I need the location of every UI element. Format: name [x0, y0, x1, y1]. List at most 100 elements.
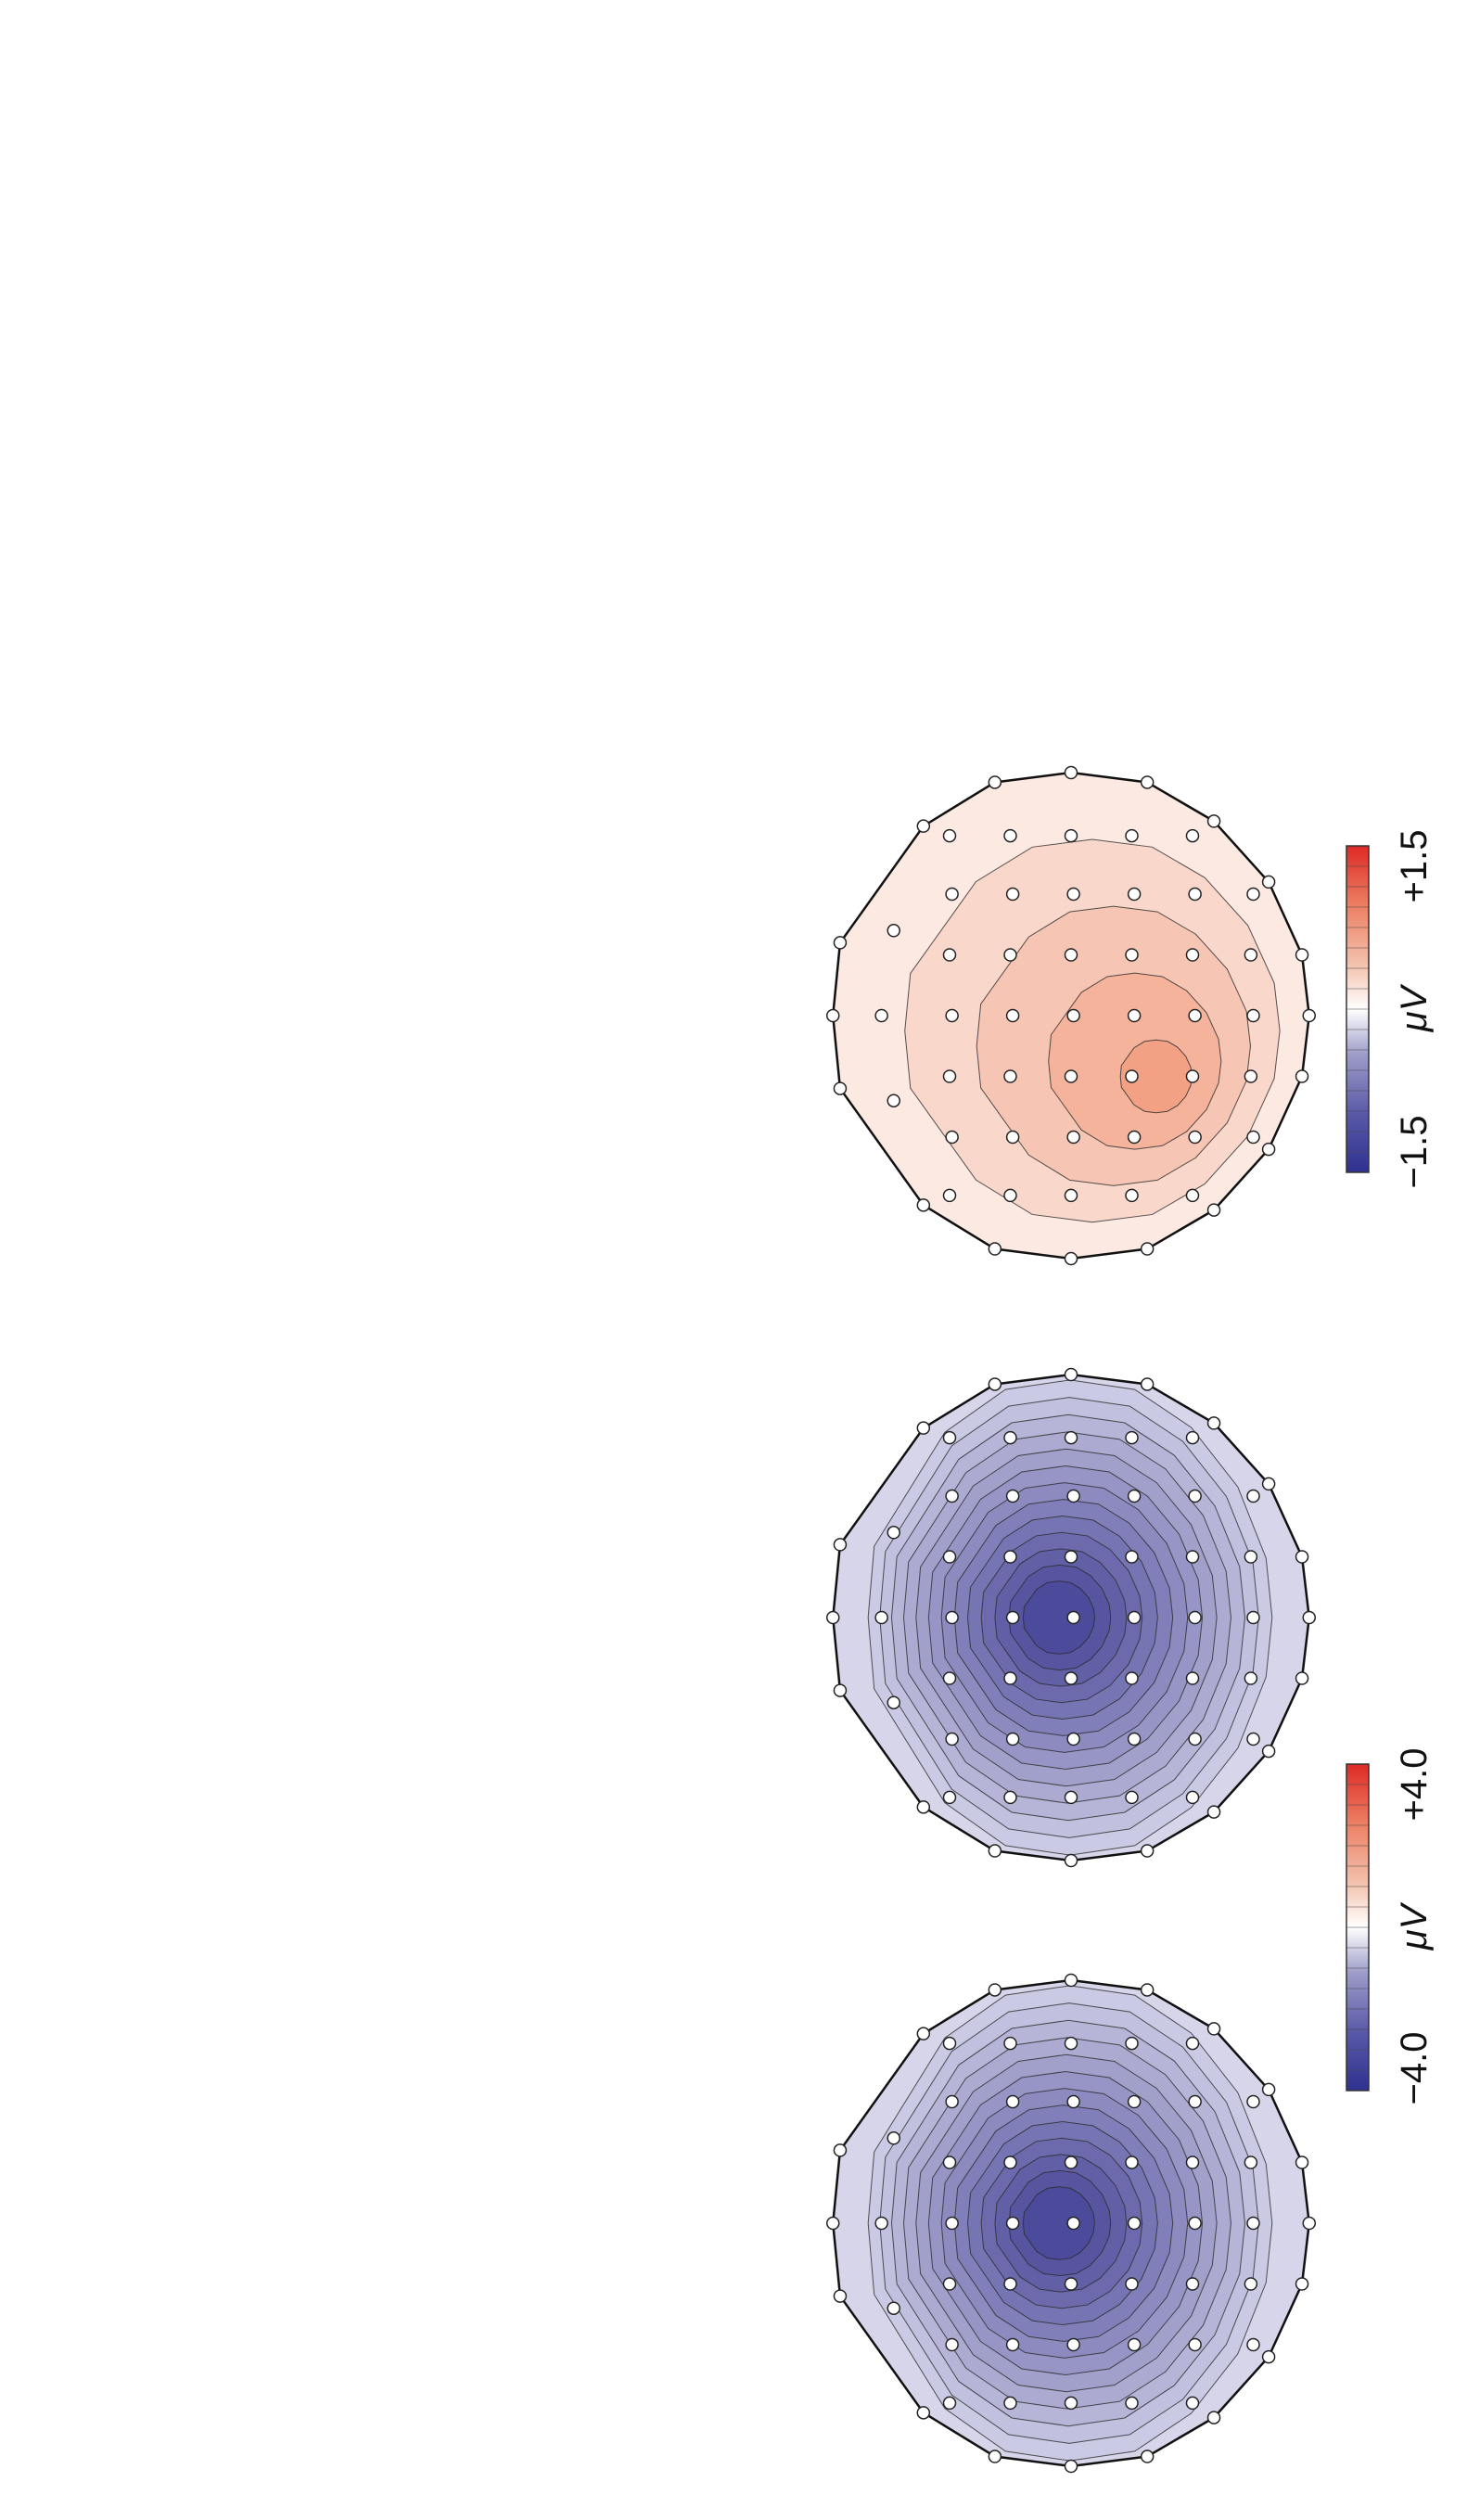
- electrode-marker: [1246, 1130, 1260, 1145]
- electrode-marker: [1206, 1416, 1221, 1430]
- electrode-marker: [1188, 2216, 1202, 2231]
- electrode-marker: [942, 2277, 957, 2291]
- electrode-marker: [1188, 2094, 1202, 2109]
- electrode-marker: [945, 1130, 959, 1145]
- electrode-marker: [1064, 2459, 1078, 2474]
- colorbar-right-ticks: [1346, 865, 1369, 1153]
- electrode-marker: [1005, 2216, 1020, 2231]
- electrode-marker: [1005, 1610, 1020, 1625]
- electrode-marker: [1066, 1732, 1080, 1746]
- electrode-marker: [942, 1069, 957, 1083]
- electrode-marker: [1125, 828, 1139, 843]
- electrode-marker: [942, 1790, 957, 1805]
- electrode-marker: [1125, 1790, 1139, 1805]
- electrode-marker: [1003, 1069, 1017, 1083]
- electrode-marker: [1064, 2155, 1078, 2169]
- electrode-marker: [1005, 1008, 1020, 1023]
- electrode-marker: [945, 2337, 959, 2352]
- electrode-marker: [1295, 1550, 1309, 1564]
- electrode-marker: [1125, 2036, 1139, 2051]
- electrode-marker: [1246, 1489, 1260, 1503]
- electrode-marker: [1064, 1671, 1078, 1685]
- electrode-marker: [1206, 814, 1221, 828]
- electrode-marker: [1246, 1732, 1260, 1746]
- electrode-marker: [1295, 948, 1309, 962]
- electrode-marker: [1125, 1069, 1139, 1083]
- electrode-marker: [1127, 1008, 1142, 1023]
- contour-band: [1022, 2186, 1095, 2260]
- electrode-marker: [1064, 828, 1078, 843]
- electrode-marker: [1064, 1853, 1078, 1868]
- colorbar-left-ticks: [1346, 1784, 1369, 2071]
- electrode-marker: [1066, 2216, 1080, 2231]
- electrode-marker: [1005, 1732, 1020, 1746]
- electrode-marker: [1185, 2277, 1200, 2291]
- electrode-marker: [1066, 1610, 1080, 1625]
- electrode-marker: [1003, 1790, 1017, 1805]
- electrode-marker: [1003, 2036, 1017, 2051]
- electrode-marker: [1125, 2155, 1139, 2169]
- electrode-marker: [1206, 2022, 1221, 2036]
- electrode-marker: [1003, 2155, 1017, 2169]
- electrode-marker: [945, 1489, 959, 1503]
- electrode-marker: [1302, 2216, 1317, 2231]
- electrode-marker: [916, 2027, 931, 2040]
- electrode-marker: [1185, 1671, 1200, 1685]
- electrode-marker: [833, 2289, 848, 2303]
- contour-band: [1022, 1580, 1095, 1655]
- electrode-marker: [833, 936, 848, 950]
- electrode-marker: [825, 1008, 840, 1023]
- electrode-marker: [887, 1526, 900, 1540]
- electrode-marker: [1188, 1489, 1202, 1503]
- electrode-marker: [942, 1188, 957, 1203]
- electrode-marker: [1127, 1489, 1142, 1503]
- electrode-marker: [1188, 887, 1202, 902]
- electrode-marker: [1244, 1069, 1258, 1083]
- colorbar-right-min-label: −1.5: [1394, 1116, 1435, 1189]
- electrode-marker: [1295, 1069, 1309, 1083]
- electrode-marker: [1206, 1203, 1221, 1217]
- colorbar-left-unit-label: μV: [1394, 1901, 1435, 1951]
- electrode-marker: [1206, 2411, 1221, 2424]
- electrode-marker: [1003, 2396, 1017, 2411]
- electrode-marker: [1064, 2036, 1078, 2051]
- electrode-marker: [1064, 2277, 1078, 2291]
- electrode-marker: [1185, 1430, 1200, 1445]
- electrode-marker: [942, 948, 957, 962]
- electrode-marker: [1261, 875, 1276, 889]
- electrode-marker: [1246, 1008, 1260, 1023]
- electrode-marker: [1003, 948, 1017, 962]
- electrode-marker: [887, 924, 900, 938]
- electrode-marker: [1188, 1130, 1202, 1145]
- electrode-marker: [1188, 2337, 1202, 2352]
- electrode-marker: [942, 2396, 957, 2411]
- colorbar-left-max-label: +4.0: [1394, 1748, 1435, 1822]
- electrode-marker: [1185, 2036, 1200, 2051]
- electrode-marker: [916, 2406, 931, 2420]
- electrode-marker: [1127, 1732, 1142, 1746]
- electrode-marker: [1244, 1671, 1258, 1685]
- electrode-marker: [1064, 1251, 1078, 1266]
- electrode-marker: [1064, 1790, 1078, 1805]
- electrode-marker: [1246, 1610, 1260, 1625]
- electrode-marker: [1185, 1550, 1200, 1564]
- electrode-marker: [1261, 2082, 1276, 2097]
- electrode-marker: [1185, 1790, 1200, 1805]
- electrode-marker: [1127, 2216, 1142, 2231]
- colorbar-left: −4.0 μV +4.0: [1346, 1748, 1435, 2104]
- electrode-marker: [1064, 2396, 1078, 2411]
- electrode-marker: [916, 1800, 931, 1814]
- scalp-map-2: [825, 1367, 1317, 1868]
- electrode-marker: [945, 2094, 959, 2109]
- electrode-marker: [1244, 2155, 1258, 2169]
- electrode-marker: [874, 1008, 888, 1023]
- electrode-marker: [1127, 1130, 1142, 1145]
- electrode-marker: [1188, 1732, 1202, 1746]
- electrode-marker: [945, 2216, 959, 2231]
- electrode-marker: [1064, 1550, 1078, 1564]
- electrode-marker: [1003, 2277, 1017, 2291]
- electrode-marker: [988, 775, 1002, 789]
- electrode-marker: [1125, 948, 1139, 962]
- electrode-marker: [988, 1844, 1002, 1858]
- electrode-marker: [874, 2216, 888, 2231]
